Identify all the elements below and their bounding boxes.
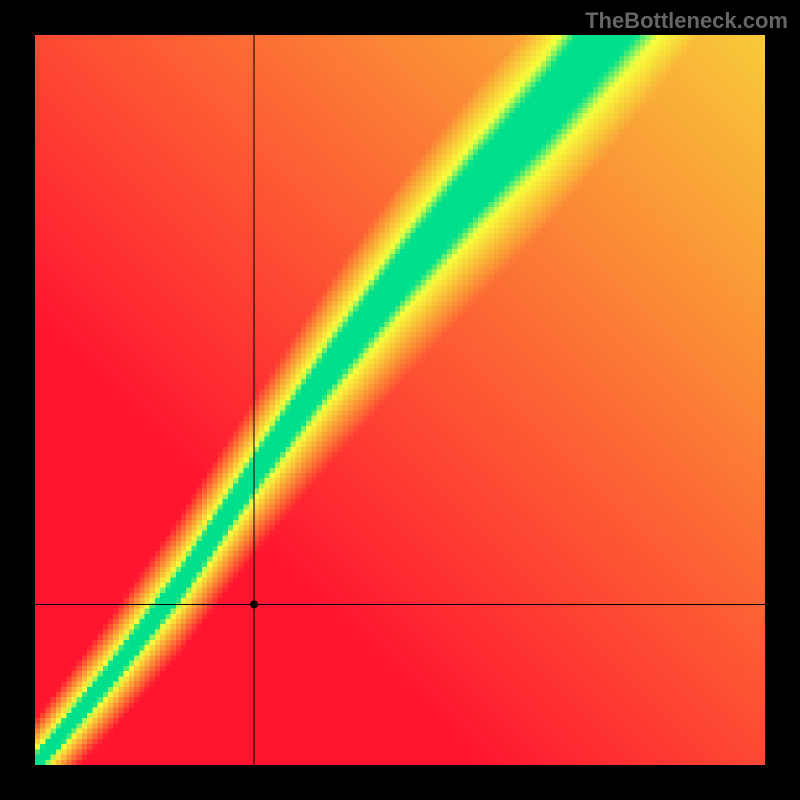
crosshair-overlay [35,35,765,765]
crosshair-dot [250,600,258,608]
watermark-text: TheBottleneck.com [585,8,788,34]
chart-container: TheBottleneck.com [0,0,800,800]
